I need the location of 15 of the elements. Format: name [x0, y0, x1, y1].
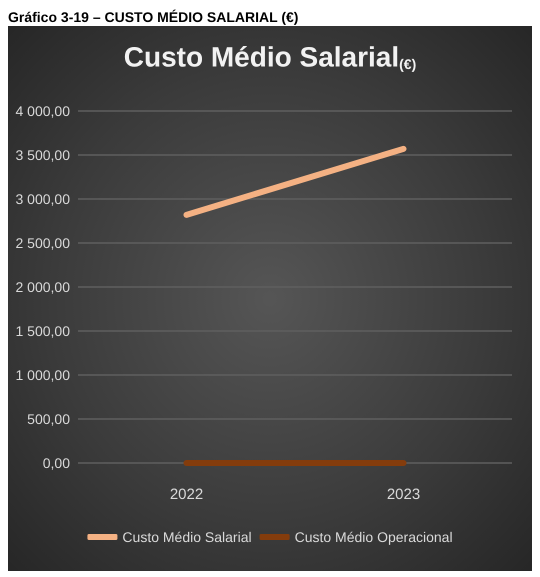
y-tick-label: 500,00 — [27, 411, 70, 427]
legend-label: Custo Médio Salarial — [122, 529, 252, 545]
x-tick-label: 2023 — [386, 486, 420, 503]
y-tick-label: 3 500,00 — [16, 147, 70, 163]
y-tick-label: 2 500,00 — [16, 235, 70, 251]
y-tick-label: 4 000,00 — [16, 103, 70, 119]
y-tick-label: 3 000,00 — [16, 191, 70, 207]
x-tick-label: 2022 — [170, 486, 204, 503]
y-tick-label: 1 500,00 — [16, 323, 70, 339]
y-tick-label: 1 000,00 — [16, 367, 70, 383]
chart-title: Custo Médio Salarial(€) — [124, 42, 416, 72]
text: Gráfico 3-19 – CUSTO MÉDIO SALARIAL (€) — [8, 8, 300, 26]
y-tick-label: 0,00 — [42, 455, 70, 471]
legend-label: Custo Médio Operacional — [294, 529, 453, 545]
y-tick-label: 2 000,00 — [16, 279, 70, 295]
